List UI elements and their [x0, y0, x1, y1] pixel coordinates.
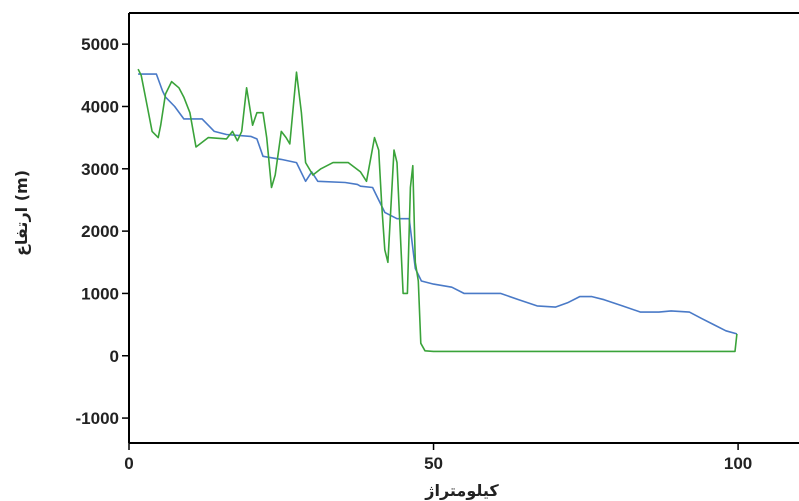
y-tick-label: 4000: [81, 97, 119, 116]
y-tick-label: 2000: [81, 222, 119, 241]
x-axis-ticks: 0 50 100: [124, 443, 752, 473]
x-tick-label: 50: [424, 454, 443, 473]
x-axis-label: کیلومتراژ: [424, 481, 499, 500]
plot-area: [128, 12, 799, 444]
x-tick-label: 100: [724, 454, 752, 473]
series-group: [137, 68, 738, 353]
y-tick-label: 5000: [81, 35, 119, 54]
y-axis-ticks: -1000 0 1000 2000 3000 4000 5000: [76, 35, 129, 428]
series-line-1: [138, 73, 738, 335]
y-tick-label: 3000: [81, 160, 119, 179]
y-tick-label: 1000: [81, 284, 119, 303]
y-tick-label: 0: [110, 347, 119, 366]
x-tick-label: 0: [124, 454, 133, 473]
series-line-2: [137, 68, 738, 353]
y-tick-label: -1000: [76, 409, 119, 428]
y-axis-label: ارتفاع (m): [12, 170, 31, 256]
